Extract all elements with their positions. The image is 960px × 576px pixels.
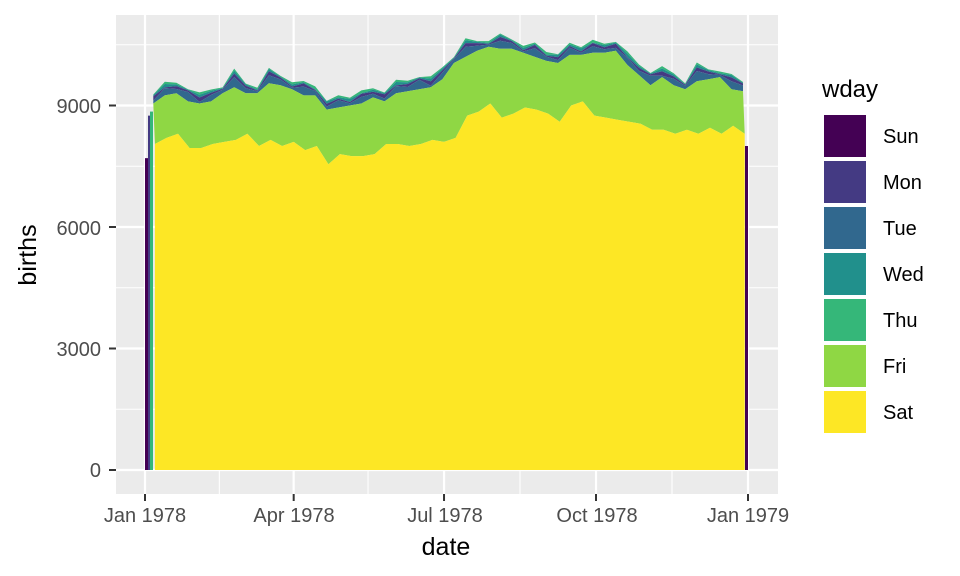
- legend: wday Sun Mon Tue Wed Thu Fri Sat: [821, 76, 924, 433]
- y-tick-label: 3000: [57, 339, 102, 361]
- area-sun-end: [745, 146, 748, 470]
- y-tick-label: 0: [90, 460, 101, 482]
- legend-swatch-mon: [824, 161, 866, 203]
- area-sat: [154, 101, 745, 471]
- legend-swatch-sun: [824, 115, 866, 157]
- legend-label-tue: Tue: [883, 218, 917, 240]
- x-axis-title: date: [422, 533, 471, 561]
- legend-swatch-wed: [824, 253, 866, 295]
- legend-label-fri: Fri: [883, 356, 906, 378]
- legend-label-mon: Mon: [883, 172, 922, 194]
- legend-label-sun: Sun: [883, 126, 919, 148]
- y-tick-label: 9000: [57, 96, 102, 118]
- x-tick-label: Jan 1978: [104, 505, 186, 527]
- area-layers: [145, 33, 748, 471]
- legend-swatch-fri: [824, 345, 866, 387]
- area-mon-start: [148, 115, 150, 470]
- area-sun-start: [145, 158, 148, 470]
- x-tick-label: Apr 1978: [253, 505, 334, 527]
- y-axis-title: births: [14, 224, 42, 285]
- legend-label-sat: Sat: [883, 402, 913, 424]
- axis-ticks: [109, 104, 749, 501]
- legend-label-wed: Wed: [883, 264, 924, 286]
- legend-swatch-thu: [824, 299, 866, 341]
- legend-label-thu: Thu: [883, 310, 917, 332]
- x-tick-label: Jan 1979: [707, 505, 789, 527]
- x-tick-labels: Jan 1978 Apr 1978 Jul 1978 Oct 1978 Jan …: [104, 505, 789, 527]
- y-tick-labels: 0 3000 6000 9000: [57, 96, 102, 482]
- area-thu-start: [150, 111, 153, 470]
- x-tick-label: Oct 1978: [556, 505, 637, 527]
- y-tick-label: 6000: [57, 218, 102, 240]
- legend-swatch-tue: [824, 207, 866, 249]
- area-tue: [153, 40, 744, 110]
- legend-title: wday: [821, 76, 878, 103]
- legend-swatch-sat: [824, 391, 866, 433]
- legend-items: Sun Mon Tue Wed Thu Fri Sat: [824, 115, 924, 433]
- area-fri: [153, 46, 745, 165]
- x-tick-label: Jul 1978: [407, 505, 483, 527]
